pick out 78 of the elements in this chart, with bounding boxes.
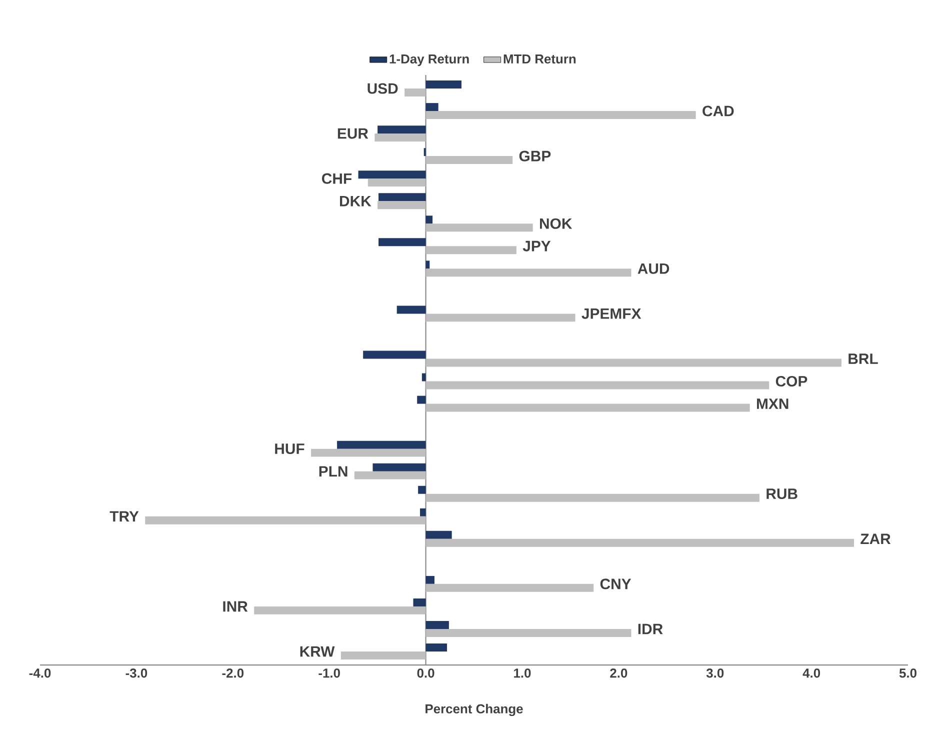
bar xyxy=(337,440,426,449)
bar xyxy=(422,373,426,382)
bar xyxy=(426,156,513,164)
bar xyxy=(378,201,426,210)
x-tick-label: 1.0 xyxy=(514,668,531,678)
bar xyxy=(378,238,426,246)
legend-label: 1-Day Return xyxy=(390,54,469,66)
y-tick-label: AUD xyxy=(638,263,670,274)
x-tick-label: 4.0 xyxy=(802,668,820,678)
bar xyxy=(426,103,438,112)
bar xyxy=(426,584,594,592)
y-tick-label: NOK xyxy=(540,218,572,229)
y-tick-label: KRW xyxy=(300,646,335,657)
bar xyxy=(358,170,426,179)
bar xyxy=(417,396,426,404)
bar xyxy=(426,381,770,390)
bar xyxy=(426,260,430,269)
x-tick-label: -2.0 xyxy=(222,668,244,678)
x-tick-label: -1.0 xyxy=(318,668,340,678)
y-tick-label: INR xyxy=(223,601,248,612)
y-tick-label: HUF xyxy=(275,444,304,454)
bar xyxy=(426,644,447,652)
bar xyxy=(426,246,516,254)
bar xyxy=(374,134,426,142)
bar xyxy=(426,224,533,232)
y-tick-label: ZAR xyxy=(860,534,891,544)
y-tick-label: CAD xyxy=(702,106,734,116)
x-tick-label: 3.0 xyxy=(706,668,724,678)
bar xyxy=(426,80,462,89)
bar xyxy=(378,126,426,134)
bar xyxy=(420,508,426,516)
x-tick-label: 2.0 xyxy=(610,668,628,678)
y-tick-label: PLN xyxy=(319,466,348,476)
bar xyxy=(404,88,426,96)
y-tick-label: COP xyxy=(776,376,808,387)
bar xyxy=(418,486,426,494)
bar xyxy=(426,111,696,119)
y-tick-label: JPY xyxy=(522,240,551,252)
bar xyxy=(372,463,426,472)
y-tick-label: MXN xyxy=(757,398,788,409)
bar xyxy=(413,598,426,606)
bar xyxy=(354,471,426,480)
bar xyxy=(145,516,426,524)
y-tick-label: GBP xyxy=(519,150,551,162)
bar xyxy=(426,628,632,637)
bar xyxy=(426,576,434,584)
bar xyxy=(363,350,426,359)
y-tick-label: EUR xyxy=(338,128,368,139)
x-axis-title: Percent Change xyxy=(426,704,523,716)
bar xyxy=(426,404,750,412)
y-tick-label: BRL xyxy=(848,354,878,364)
legend-label: MTD Return xyxy=(504,54,576,64)
bar xyxy=(340,651,426,660)
y-tick-label: TRY xyxy=(110,511,139,522)
y-tick-label: CNY xyxy=(600,578,632,590)
bar xyxy=(311,448,426,457)
bar xyxy=(254,606,426,614)
bar xyxy=(426,358,842,367)
y-tick-label: DKK xyxy=(340,196,372,206)
bar xyxy=(426,530,452,539)
x-tick-label: 0.0 xyxy=(417,668,434,678)
bar xyxy=(426,538,854,547)
x-tick-label: -4.0 xyxy=(29,668,51,678)
bar xyxy=(396,306,426,314)
bar xyxy=(426,621,449,629)
bar xyxy=(426,494,760,502)
y-tick-label: IDR xyxy=(638,624,663,634)
x-tick-label: 5.0 xyxy=(899,668,916,678)
bar xyxy=(426,314,576,322)
bar xyxy=(426,268,632,277)
bar xyxy=(378,193,426,202)
x-tick-label: -3.0 xyxy=(126,668,148,678)
y-tick-label: CHF xyxy=(322,173,352,184)
y-tick-label: RUB xyxy=(766,488,798,500)
bar xyxy=(426,216,433,224)
y-tick-label: USD xyxy=(368,83,398,94)
bar xyxy=(368,178,426,187)
y-tick-label: JPEMFX xyxy=(582,308,642,319)
